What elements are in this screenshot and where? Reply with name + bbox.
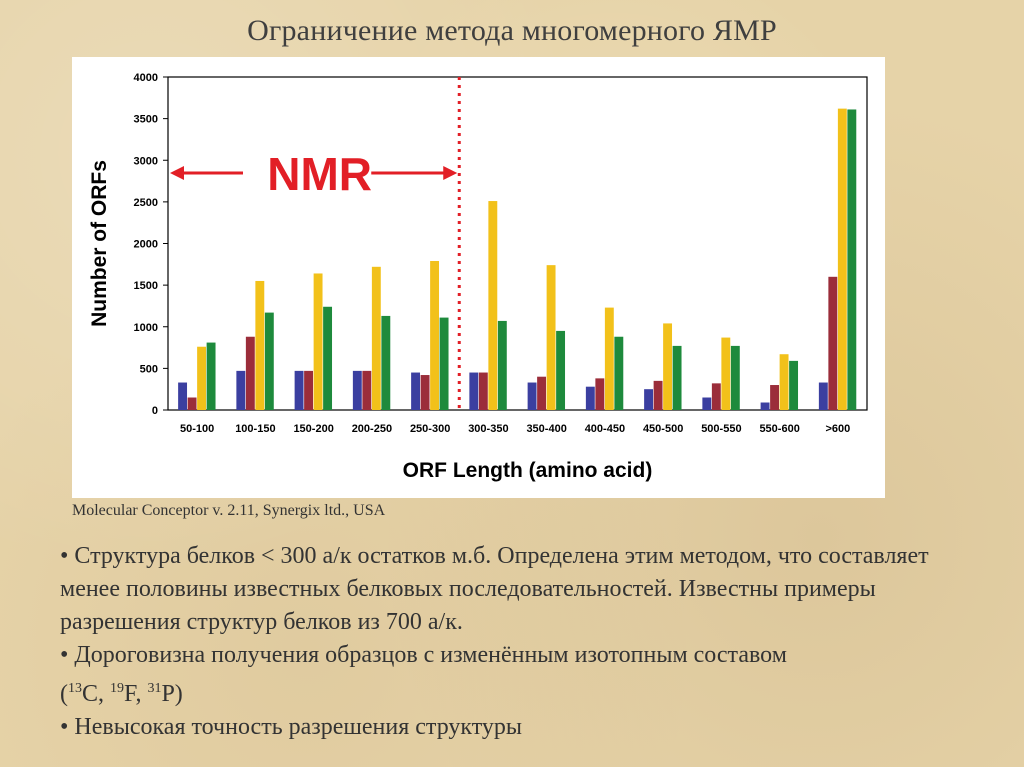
- bullet-isotope-cost: • Дороговизна получения образцов с измен…: [60, 639, 980, 711]
- nmr-annotation-label: NMR: [267, 148, 372, 200]
- bar: [371, 266, 381, 410]
- bar: [197, 346, 207, 410]
- slide-title: Ограничение метода многомерного ЯМР: [247, 14, 777, 47]
- x-tick-label: 50-100: [180, 423, 214, 435]
- bar: [411, 372, 421, 410]
- bar: [556, 330, 566, 410]
- x-tick-label: 500-550: [701, 423, 741, 435]
- x-tick-label: 450-500: [643, 423, 683, 435]
- y-tick-label: 2500: [134, 197, 158, 209]
- bar: [702, 397, 712, 410]
- bar: [770, 385, 780, 410]
- bar: [585, 386, 595, 410]
- isotope-open-paren: (: [60, 681, 68, 707]
- bar: [653, 380, 663, 410]
- bar: [430, 260, 440, 410]
- bar: [546, 265, 556, 410]
- bar: [789, 360, 799, 410]
- bullet-list: • Структура белков < 300 а/к остатков м.…: [60, 540, 980, 744]
- bar: [352, 370, 362, 410]
- bar: [294, 370, 304, 410]
- bar: [381, 315, 391, 410]
- y-tick-label: 3000: [134, 155, 158, 167]
- bar: [255, 280, 265, 410]
- isotope-p-element: P): [161, 681, 183, 707]
- bar: [323, 306, 333, 410]
- bar: [362, 370, 372, 410]
- bar: [595, 378, 605, 410]
- bar: [837, 108, 847, 410]
- bar: [178, 382, 188, 410]
- bar: [828, 276, 838, 410]
- x-tick-label: 550-600: [759, 423, 799, 435]
- bar: [304, 370, 314, 410]
- bar: [760, 402, 770, 410]
- bar: [721, 337, 731, 410]
- y-tick-label: 3500: [134, 114, 158, 126]
- bar: [469, 372, 479, 410]
- bar: [420, 375, 430, 410]
- bar: [604, 307, 614, 410]
- x-tick-label: 250-300: [410, 423, 450, 435]
- bar: [527, 382, 537, 410]
- bar: [497, 320, 507, 410]
- bullet-low-resolution: • Невысокая точность разрешения структур…: [60, 714, 523, 740]
- isotope-c-mass: 13: [68, 681, 82, 696]
- x-tick-label: 350-400: [526, 423, 566, 435]
- bar: [614, 336, 624, 410]
- bar: [187, 397, 197, 410]
- isotope-f-element: F,: [124, 681, 148, 707]
- y-tick-label: 0: [152, 405, 158, 417]
- bar: [488, 201, 498, 410]
- y-tick-label: 1000: [134, 322, 158, 334]
- bar: [672, 345, 682, 410]
- bar: [847, 109, 857, 410]
- orf-length-bar-chart: 0 500 1000 1500 2000 2500 3000 3500 4000 50-100 10…: [88, 72, 868, 482]
- y-tick-label: 1500: [134, 280, 158, 292]
- bar: [644, 389, 654, 410]
- bar: [711, 383, 721, 410]
- bullet-protein-size: • Структура белков < 300 а/к остатков м.…: [60, 543, 929, 635]
- chart-panel: 0 500 1000 1500 2000 2500 3000 3500 4000 50-100 10…: [72, 57, 885, 498]
- bar: [663, 323, 673, 410]
- isotope-p-mass: 31: [147, 681, 162, 696]
- y-tick-label: 500: [140, 363, 158, 375]
- bar: [264, 312, 274, 410]
- bar: [439, 317, 449, 410]
- bar: [245, 336, 255, 410]
- bar: [206, 342, 216, 410]
- y-tick-label: 4000: [134, 72, 158, 84]
- x-tick-label: 200-250: [352, 423, 392, 435]
- bar: [537, 376, 547, 410]
- x-tick-label: 100-150: [235, 423, 275, 435]
- y-tick-label: 2000: [134, 239, 158, 251]
- bar: [478, 372, 488, 410]
- bar: [779, 354, 789, 410]
- nmr-arrow-right-head: [443, 166, 458, 180]
- chart-source-caption: Molecular Conceptor v. 2.11, Synergix lt…: [72, 502, 386, 519]
- bar: [730, 345, 740, 410]
- bar: [236, 370, 246, 410]
- bar: [818, 382, 828, 410]
- nmr-arrow-left-head: [170, 166, 184, 180]
- x-tick-label: 400-450: [585, 423, 625, 435]
- y-axis-title: Number of ORFs: [88, 160, 111, 327]
- bullet-isotope-cost-text: • Дороговизна получения образцов с измен…: [60, 642, 787, 668]
- x-tick-label: >600: [825, 423, 850, 435]
- isotope-f-mass: 19: [110, 681, 125, 696]
- bar: [313, 273, 323, 410]
- x-axis-title: ORF Length (amino acid): [403, 459, 653, 482]
- isotope-c-element: C,: [82, 681, 111, 707]
- x-tick-label: 300-350: [468, 423, 508, 435]
- x-tick-label: 150-200: [293, 423, 333, 435]
